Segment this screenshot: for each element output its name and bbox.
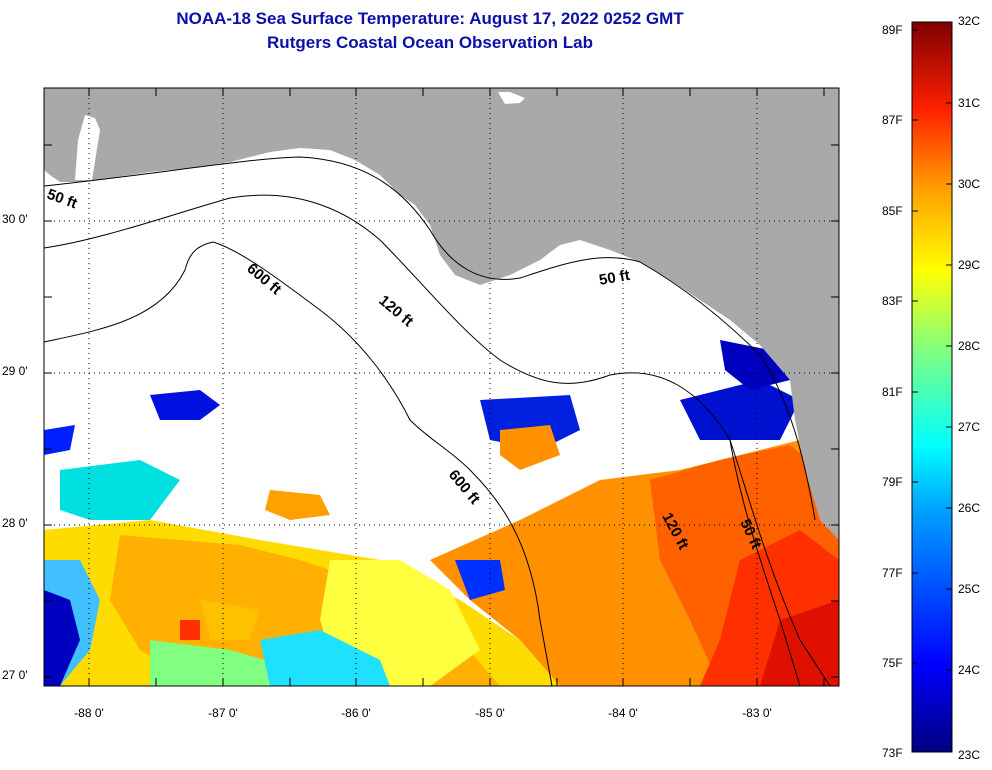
colorbar-f-87: 87F: [882, 113, 903, 127]
x-label-84: -84 0': [608, 706, 638, 720]
contour-label-50ft-east: 50 ft: [598, 267, 631, 289]
map-title: NOAA-18 Sea Surface Temperature: August …: [176, 9, 684, 28]
colorbar-c-25: 25C: [958, 582, 981, 596]
depth-contours: [44, 156, 831, 686]
land-inlet: [498, 92, 525, 104]
x-label-85: -85 0': [475, 706, 505, 720]
x-label-83: -83 0': [742, 706, 772, 720]
pensacola-bay: [75, 115, 100, 180]
colorbar-f-89: 89F: [882, 23, 903, 37]
sst-field: [44, 340, 839, 686]
colorbar-c-26: 26C: [958, 501, 981, 515]
colorbar-f-75: 75F: [882, 656, 903, 670]
colorbar-c-32: 32C: [958, 14, 981, 28]
map-subtitle: Rutgers Coastal Ocean Observation Lab: [267, 33, 593, 52]
x-label-86: -86 0': [341, 706, 371, 720]
colorbar-f-77: 77F: [882, 566, 903, 580]
colorbar-f-79: 79F: [882, 475, 903, 489]
colorbar-f-83: 83F: [882, 294, 903, 308]
land-mass: [44, 88, 839, 540]
y-label-30: 30 0': [2, 212, 28, 226]
axis-ticks: [44, 88, 839, 686]
colorbar-ticks: [912, 29, 952, 671]
colorbar-f-73: 73F: [882, 746, 903, 760]
y-label-27: 27 0': [2, 668, 28, 682]
colorbar-c-28: 28C: [958, 339, 981, 353]
y-label-28: 28 0': [2, 516, 28, 530]
colorbar-f-81: 81F: [882, 385, 903, 399]
colorbar-c-29: 29C: [958, 258, 981, 272]
x-label-87: -87 0': [208, 706, 238, 720]
colorbar-f-85: 85F: [882, 204, 903, 218]
colorbar-c-27: 27C: [958, 420, 981, 434]
colorbar-c-30: 30C: [958, 177, 981, 191]
map-frame: [43, 87, 840, 687]
colorbar: [911, 21, 953, 753]
x-label-88: -88 0': [74, 706, 104, 720]
y-label-29: 29 0': [2, 364, 28, 378]
colorbar-c-24: 24C: [958, 663, 981, 677]
colorbar-c-31: 31C: [958, 96, 981, 110]
colorbar-c-23: 23C: [958, 748, 981, 762]
